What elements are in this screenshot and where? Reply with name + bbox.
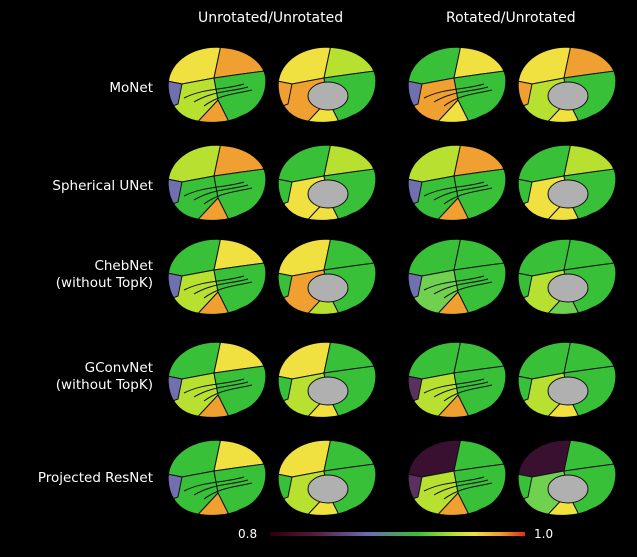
medial-brain-surface [277, 144, 377, 222]
lateral-brain-surface [167, 439, 267, 517]
column-header-unrotated: Unrotated/Unrotated [198, 10, 344, 26]
row-label-gconvnet: GConvNet (without TopK) [55, 360, 153, 393]
lateral-brain-surface [167, 238, 267, 316]
column-header-rotated: Rotated/Unrotated [446, 10, 576, 26]
row-label-chebnet: ChebNet (without TopK) [55, 258, 153, 291]
lateral-brain-surface [407, 238, 507, 316]
row-label-projected-resnet: Projected ResNet [37, 470, 153, 486]
medial-brain-surface [517, 341, 617, 419]
medial-brain-surface [517, 46, 617, 124]
lateral-brain-surface [407, 46, 507, 124]
lateral-brain-surface [167, 144, 267, 222]
row-label-monet: MoNet [109, 80, 153, 96]
colorbar-min-label: 0.8 [238, 527, 258, 541]
lateral-brain-surface [407, 439, 507, 517]
lateral-brain-surface [407, 144, 507, 222]
lateral-brain-surface [407, 341, 507, 419]
colorbar-max-label: 1.0 [534, 527, 554, 541]
lateral-brain-surface [167, 341, 267, 419]
colorbar [270, 532, 525, 536]
medial-brain-surface [277, 341, 377, 419]
medial-brain-surface [517, 144, 617, 222]
medial-brain-surface [277, 46, 377, 124]
medial-brain-surface [517, 238, 617, 316]
lateral-brain-surface [167, 46, 267, 124]
medial-brain-surface [517, 439, 617, 517]
row-label-spherical-unet: Spherical UNet [52, 178, 153, 194]
medial-brain-surface [277, 238, 377, 316]
medial-brain-surface [277, 439, 377, 517]
